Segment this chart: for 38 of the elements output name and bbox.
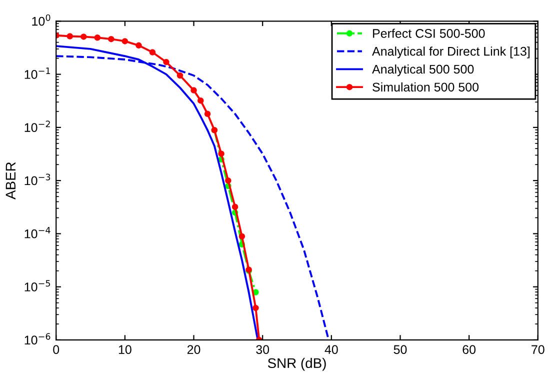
point [190, 87, 197, 94]
y-tick-label: 10$^{−5}$ [24, 280, 50, 292]
point [108, 36, 114, 42]
y-tick-label: 10$^{−6}$ [24, 333, 50, 345]
legend-label: Analytical 500 500 [372, 64, 474, 76]
point [225, 177, 232, 184]
legend-label: Simulation 500 500 [372, 82, 479, 92]
x-tick-label: 30 [256, 345, 270, 354]
point [204, 110, 211, 117]
y-tick-label: 10$^{−1}$ [24, 68, 50, 79]
point [218, 150, 224, 157]
y-tick-label: 10$^{−2}$ [24, 120, 50, 132]
point [80, 34, 87, 40]
point [149, 49, 156, 56]
point [66, 33, 73, 40]
x-tick-label: 50 [394, 345, 407, 354]
point [122, 38, 128, 44]
point [163, 58, 170, 66]
point [198, 97, 204, 104]
y-tick-label: 10$^{−3}$ [24, 174, 50, 186]
point [136, 42, 142, 49]
x-tick-label: 60 [462, 345, 476, 354]
legend-label: Perfect CSI 500-500 [373, 28, 485, 38]
y-tick-label: 10$^{−4}$ [24, 226, 50, 238]
x-tick-label: 70 [532, 345, 544, 354]
x-tick-label: 20 [187, 345, 200, 354]
legend-label: Analytical for Direct Link [13] [372, 46, 530, 58]
x-tick-label: 0 [53, 345, 60, 354]
y-axis-title: ABER [6, 162, 16, 200]
point [238, 233, 246, 240]
point [176, 72, 184, 79]
x-axis-title: SNR (dB) [268, 358, 326, 371]
y-tick-label: 10$^{0}$ [32, 14, 50, 26]
point [94, 34, 101, 41]
x-tick-label: 10 [118, 345, 132, 354]
x-tick-label: 40 [324, 345, 338, 354]
point [232, 204, 238, 210]
point [252, 304, 259, 312]
